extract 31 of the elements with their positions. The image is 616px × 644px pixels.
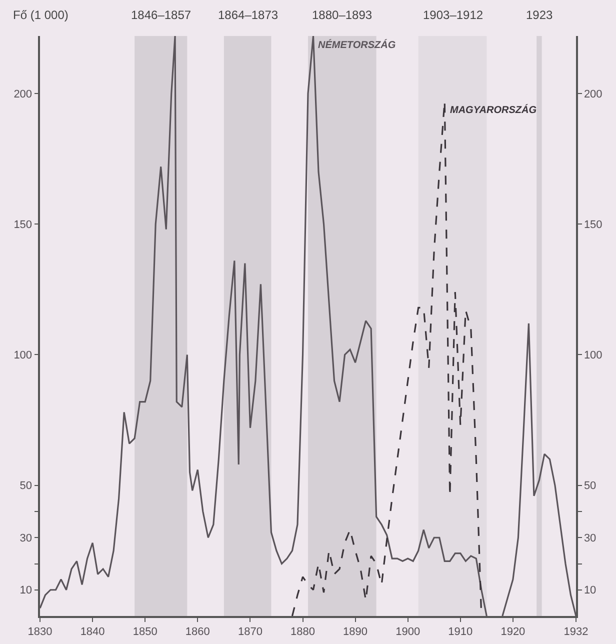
y2-tick-label: 100 bbox=[584, 350, 602, 362]
x-tick-label: 1920 bbox=[500, 626, 526, 638]
x-tick-label: 1870 bbox=[238, 626, 262, 638]
y-axis-title: Fő (1 000) bbox=[13, 8, 68, 22]
band-label: 1923 bbox=[526, 8, 554, 22]
y-tick-label: 50 bbox=[20, 480, 32, 492]
band-label: 1903–1912 bbox=[423, 8, 484, 22]
x-tick-label: 1890 bbox=[343, 626, 368, 638]
band-label: 1864–1873 bbox=[218, 8, 278, 22]
y-tick-label: 150 bbox=[14, 218, 32, 231]
y2-tick-label: 10 bbox=[584, 584, 596, 597]
y-tick-label: 200 bbox=[14, 88, 32, 100]
x-tick-label: 1932 bbox=[564, 626, 588, 638]
x-tick-label: 1840 bbox=[80, 626, 105, 638]
y-tick-label: 30 bbox=[20, 532, 32, 544]
band-label: 1880–1893 bbox=[312, 8, 372, 22]
x-tick-label: 1910 bbox=[448, 626, 473, 638]
y2-tick-label: 200 bbox=[584, 88, 602, 100]
x-tick-label: 1900 bbox=[396, 626, 420, 638]
y2-tick-label: 150 bbox=[584, 218, 602, 231]
x-tick-label: 1860 bbox=[185, 626, 210, 638]
band-label: 1846–1857 bbox=[131, 8, 192, 22]
y-tick-label: 100 bbox=[14, 350, 32, 362]
x-tick-label: 1850 bbox=[132, 626, 158, 638]
y-tick-label: 10 bbox=[20, 584, 32, 597]
series-label: MAGYARORSZÁG bbox=[450, 104, 537, 116]
x-tick-label: 1880 bbox=[290, 626, 315, 638]
y2-tick-label: 50 bbox=[584, 480, 596, 492]
x-tick-label: 1830 bbox=[28, 626, 52, 638]
y2-tick-label: 30 bbox=[584, 532, 596, 544]
series-label: NÉMETORSZÁG bbox=[318, 39, 396, 51]
